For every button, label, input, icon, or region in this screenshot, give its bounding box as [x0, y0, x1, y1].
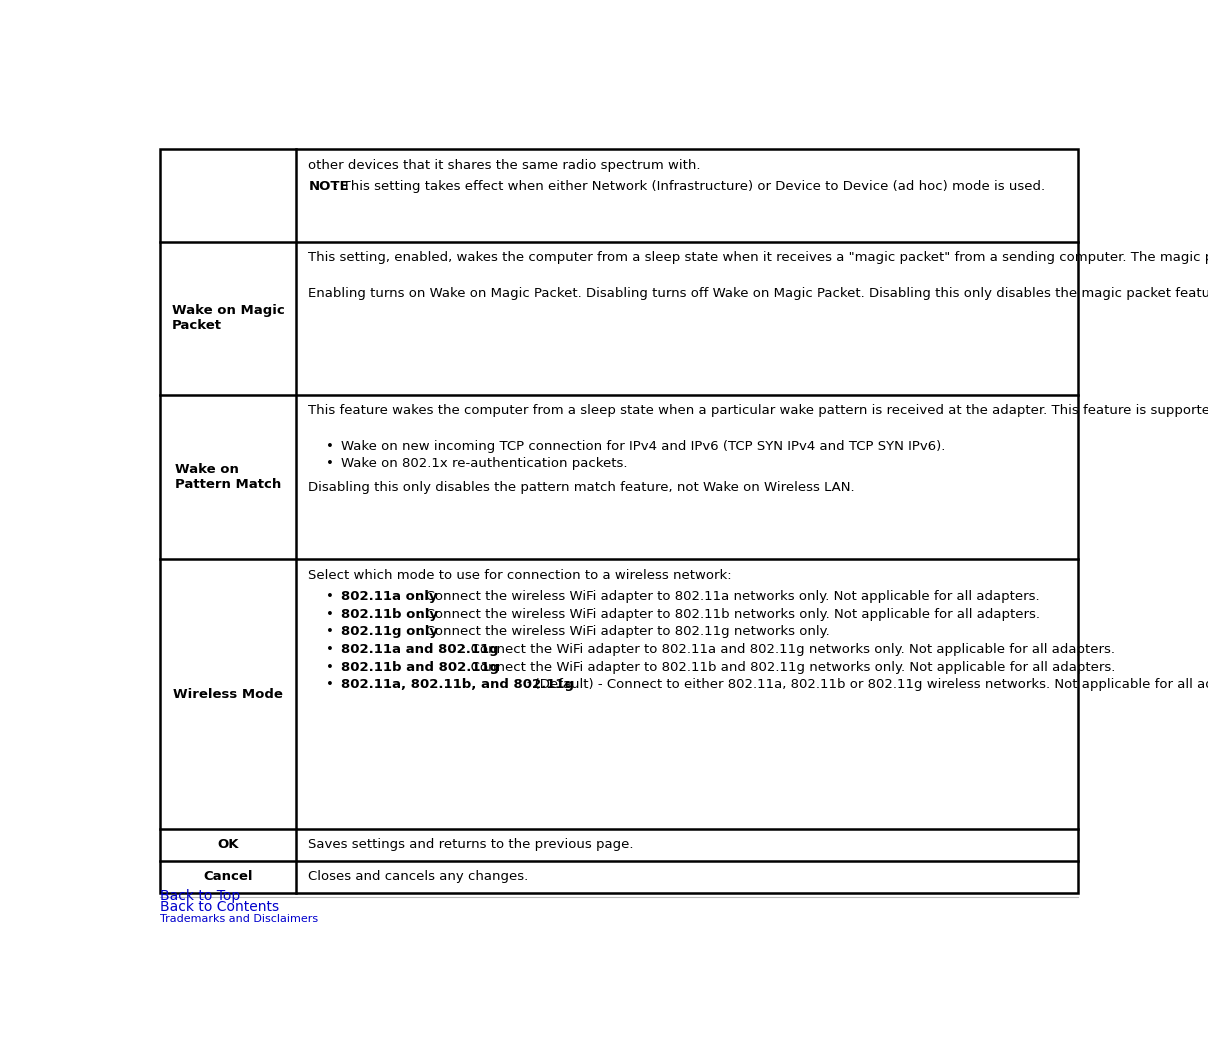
Text: 802.11g only: 802.11g only [341, 625, 439, 638]
Text: •: • [326, 661, 333, 673]
Text: •: • [326, 590, 333, 603]
Text: : This setting takes effect when either Network (Infrastructure) or Device to De: : This setting takes effect when either … [333, 180, 1045, 193]
Text: Back to Top: Back to Top [161, 889, 240, 903]
Text: Enabling turns on Wake on Magic Packet. Disabling turns off Wake on Magic Packet: Enabling turns on Wake on Magic Packet. … [308, 287, 1208, 300]
Text: Wake on 802.1x re-authentication packets.: Wake on 802.1x re-authentication packets… [341, 457, 627, 470]
Text: •: • [326, 440, 333, 453]
Text: : Connect the wireless WiFi adapter to 802.11g networks only.: : Connect the wireless WiFi adapter to 8… [418, 625, 830, 638]
Text: 802.11a and 802.11g: 802.11a and 802.11g [341, 643, 499, 656]
Text: Wake on Magic
Packet: Wake on Magic Packet [172, 304, 285, 332]
Text: •: • [326, 457, 333, 470]
Text: •: • [326, 679, 333, 691]
Text: Closes and cancels any changes.: Closes and cancels any changes. [308, 871, 529, 883]
Text: •: • [326, 643, 333, 656]
Text: 802.11b only: 802.11b only [341, 608, 439, 620]
Text: Cancel: Cancel [203, 871, 252, 883]
Text: other devices that it shares the same radio spectrum with.: other devices that it shares the same ra… [308, 159, 701, 172]
Text: OK: OK [217, 838, 239, 851]
Text: •: • [326, 625, 333, 638]
Text: •: • [326, 608, 333, 620]
Text: Saves settings and returns to the previous page.: Saves settings and returns to the previo… [308, 838, 634, 851]
Text: This feature wakes the computer from a sleep state when a particular wake patter: This feature wakes the computer from a s… [308, 404, 1208, 418]
Text: 802.11a only: 802.11a only [341, 590, 437, 603]
Text: : (Default) - Connect to either 802.11a, 802.11b or 802.11g wireless networks. N: : (Default) - Connect to either 802.11a,… [525, 679, 1208, 691]
Text: Wireless Mode: Wireless Mode [173, 688, 283, 701]
Text: Select which mode to use for connection to a wireless network:: Select which mode to use for connection … [308, 569, 732, 582]
Text: 802.11a, 802.11b, and 802.11g: 802.11a, 802.11b, and 802.11g [341, 679, 574, 691]
Text: This setting, enabled, wakes the computer from a sleep state when it receives a : This setting, enabled, wakes the compute… [308, 252, 1208, 264]
Text: NOTE: NOTE [308, 180, 349, 193]
Text: Back to Contents: Back to Contents [161, 900, 279, 914]
Text: Wake on
Pattern Match: Wake on Pattern Match [175, 462, 281, 491]
Text: : Connect the WiFi adapter to 802.11b and 802.11g networks only. Not applicable : : Connect the WiFi adapter to 802.11b an… [461, 661, 1115, 673]
Text: Disabling this only disables the pattern match feature, not Wake on Wireless LAN: Disabling this only disables the pattern… [308, 481, 855, 495]
Text: Trademarks and Disclaimers: Trademarks and Disclaimers [161, 914, 319, 924]
Text: Wake on new incoming TCP connection for IPv4 and IPv6 (TCP SYN IPv4 and TCP SYN : Wake on new incoming TCP connection for … [341, 440, 946, 453]
Text: : Connect the wireless WiFi adapter to 802.11b networks only. Not applicable for: : Connect the wireless WiFi adapter to 8… [418, 608, 1040, 620]
Text: 802.11b and 802.11g: 802.11b and 802.11g [341, 661, 499, 673]
Text: : Connect the wireless WiFi adapter to 802.11a networks only. Not applicable for: : Connect the wireless WiFi adapter to 8… [418, 590, 1040, 603]
Text: : Connect the WiFi adapter to 802.11a and 802.11g networks only. Not applicable : : Connect the WiFi adapter to 802.11a an… [461, 643, 1115, 656]
